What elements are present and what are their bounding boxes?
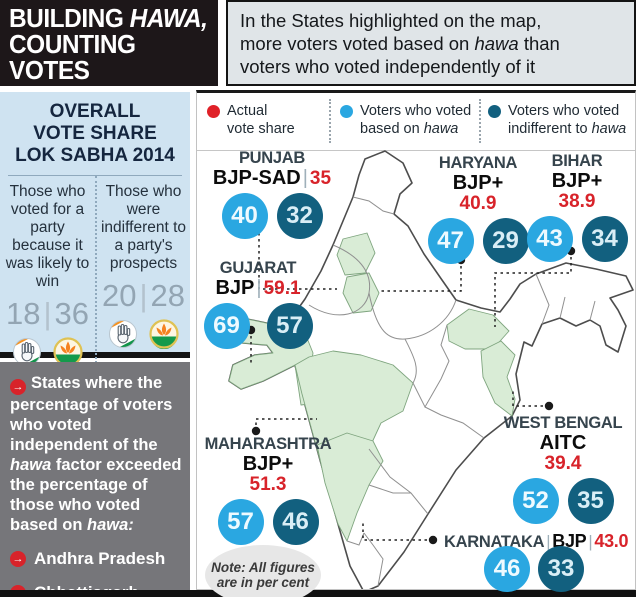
masthead-title-line2: COUNTING <box>9 29 136 59</box>
state-shape-west-bengal <box>480 340 516 417</box>
vote-share-panel: OVERALL VOTE SHARE LOK SABHA 2014 Those … <box>0 92 190 367</box>
state-name: BIHAR <box>551 152 603 170</box>
leader-line-haryana <box>379 260 462 292</box>
state-name: WEST BENGAL <box>503 414 623 432</box>
masthead: BUILDING HAWA, COUNTING VOTES <box>0 0 218 86</box>
actual-vote-share: 39.4 <box>544 453 582 474</box>
column-description: Those who voted for a party because it w… <box>5 183 90 290</box>
state-name: HARYANA <box>438 154 518 172</box>
state-shape-karnataka <box>316 432 384 542</box>
actual-vote-share: 38.9 <box>558 191 596 212</box>
hawa-value-circle: 47 <box>427 218 474 264</box>
masthead-title-line1: BUILDING HAWA, <box>9 3 208 33</box>
leader-line-west-bengal <box>512 391 549 407</box>
party-name: BJP+ <box>551 170 603 192</box>
hawa-value-circle: 69 <box>203 303 250 349</box>
intro-line1: In the States highlighted on the map, <box>240 10 542 31</box>
arrow-bullet-icon: → <box>10 551 26 567</box>
column-description: Those who were indifferent to a party's … <box>100 183 187 272</box>
indifferent-value-circle: 33 <box>538 546 584 592</box>
vote-share-column-indifferent: Those who were indifferent to a party's … <box>95 176 190 367</box>
intro-banner: In the States highlighted on the map, mo… <box>226 0 636 86</box>
state-name: GUJARAT <box>219 259 297 277</box>
leader-line-punjab <box>258 227 337 290</box>
bjp-symbol-icon <box>149 319 179 349</box>
legend-divider <box>329 99 331 143</box>
vote-share-column-likely-to-win: Those who voted for a party because it w… <box>0 176 95 367</box>
indifferent-value-circle: 32 <box>276 193 323 239</box>
list-item-andhra-pradesh: → Andhra Pradesh <box>10 549 184 569</box>
divider <box>8 175 182 176</box>
legend-item-hawa: Voters who voted based on hawa <box>340 102 471 138</box>
legend-item-indifferent: Voters who voted indifferent to hawa <box>488 102 626 138</box>
state-label-west-bengal: WEST BENGAL AITC 39.4 52 35 <box>495 414 631 524</box>
hawa-value-circle: 52 <box>512 478 559 524</box>
state-shape-haryana <box>342 272 380 314</box>
party-and-vote-share: BJP | 59.1 <box>215 277 301 299</box>
column-values: 18|36 <box>5 296 90 331</box>
actual-vote-share: 51.3 <box>249 474 287 495</box>
independent-states-text: → States where the percentage of voters w… <box>10 374 182 534</box>
state-label-bihar: BIHAR BJP+ 38.9 43 34 <box>521 152 633 262</box>
indifferent-value-circle: 35 <box>567 478 614 524</box>
party-name: BJP+ <box>242 453 294 475</box>
state-shape-punjab <box>336 232 376 276</box>
leader-line-maharashtra <box>255 418 317 431</box>
party-and-vote-share: BJP-SAD | 35 <box>212 167 332 189</box>
state-name: PUNJAB <box>238 149 306 167</box>
vote-share-title: OVERALL VOTE SHARE LOK SABHA 2014 <box>15 101 175 166</box>
hawa-value-circle: 43 <box>526 216 573 262</box>
bottom-border-bar <box>0 590 636 597</box>
state-label-haryana: HARYANA BJP+ 40.9 47 29 <box>421 154 535 264</box>
state-name: MAHARASHTRA <box>204 435 332 453</box>
teal-dot-icon <box>488 105 501 118</box>
state-label-punjab: PUNJAB BJP-SAD | 35 40 32 <box>207 149 337 239</box>
independent-states-panel: → States where the percentage of voters w… <box>0 362 190 597</box>
party-name: BJP+ <box>452 172 504 194</box>
indifferent-value-circle: 57 <box>266 303 313 349</box>
actual-vote-share: 40.9 <box>459 193 497 214</box>
indifferent-value-circle: 29 <box>482 218 529 264</box>
indifferent-value-circle: 34 <box>581 216 628 262</box>
masthead-title-line3: VOTES <box>9 55 90 85</box>
hawa-value-circle: 57 <box>217 499 264 545</box>
intro-line3: voters who voted independently of it <box>240 56 536 77</box>
india-map-panel: Actual vote share Voters who voted based o… <box>196 90 636 597</box>
indifferent-value-circle: 46 <box>272 499 319 545</box>
hawa-value-circle: 46 <box>484 546 530 592</box>
state-label-gujarat: GUJARAT BJP | 59.1 69 57 <box>199 259 317 349</box>
legend-item-actual: Actual vote share <box>207 102 295 138</box>
arrow-bullet-icon: → <box>10 379 26 395</box>
legend-divider <box>479 99 481 143</box>
intro-line2: more voters voted based on hawa than <box>240 33 560 54</box>
karnataka-value-circles: 46 33 <box>484 546 584 592</box>
congress-symbol-icon <box>108 319 138 349</box>
state-name: KARNATAKA <box>444 533 545 551</box>
hawa-value-circle: 40 <box>221 193 268 239</box>
blue-dot-icon <box>340 105 353 118</box>
state-label-maharashtra: MAHARASHTRA BJP+ 51.3 57 46 <box>197 435 339 545</box>
legend: Actual vote share Voters who voted based o… <box>197 93 635 151</box>
party-name: AITC <box>539 432 587 454</box>
column-values: 20|28 <box>101 278 186 313</box>
state-shape-bihar <box>446 308 510 350</box>
leader-line-bihar <box>494 251 572 327</box>
note-bubble: Note: All figures are in per cent <box>205 545 321 597</box>
red-dot-icon <box>207 105 220 118</box>
